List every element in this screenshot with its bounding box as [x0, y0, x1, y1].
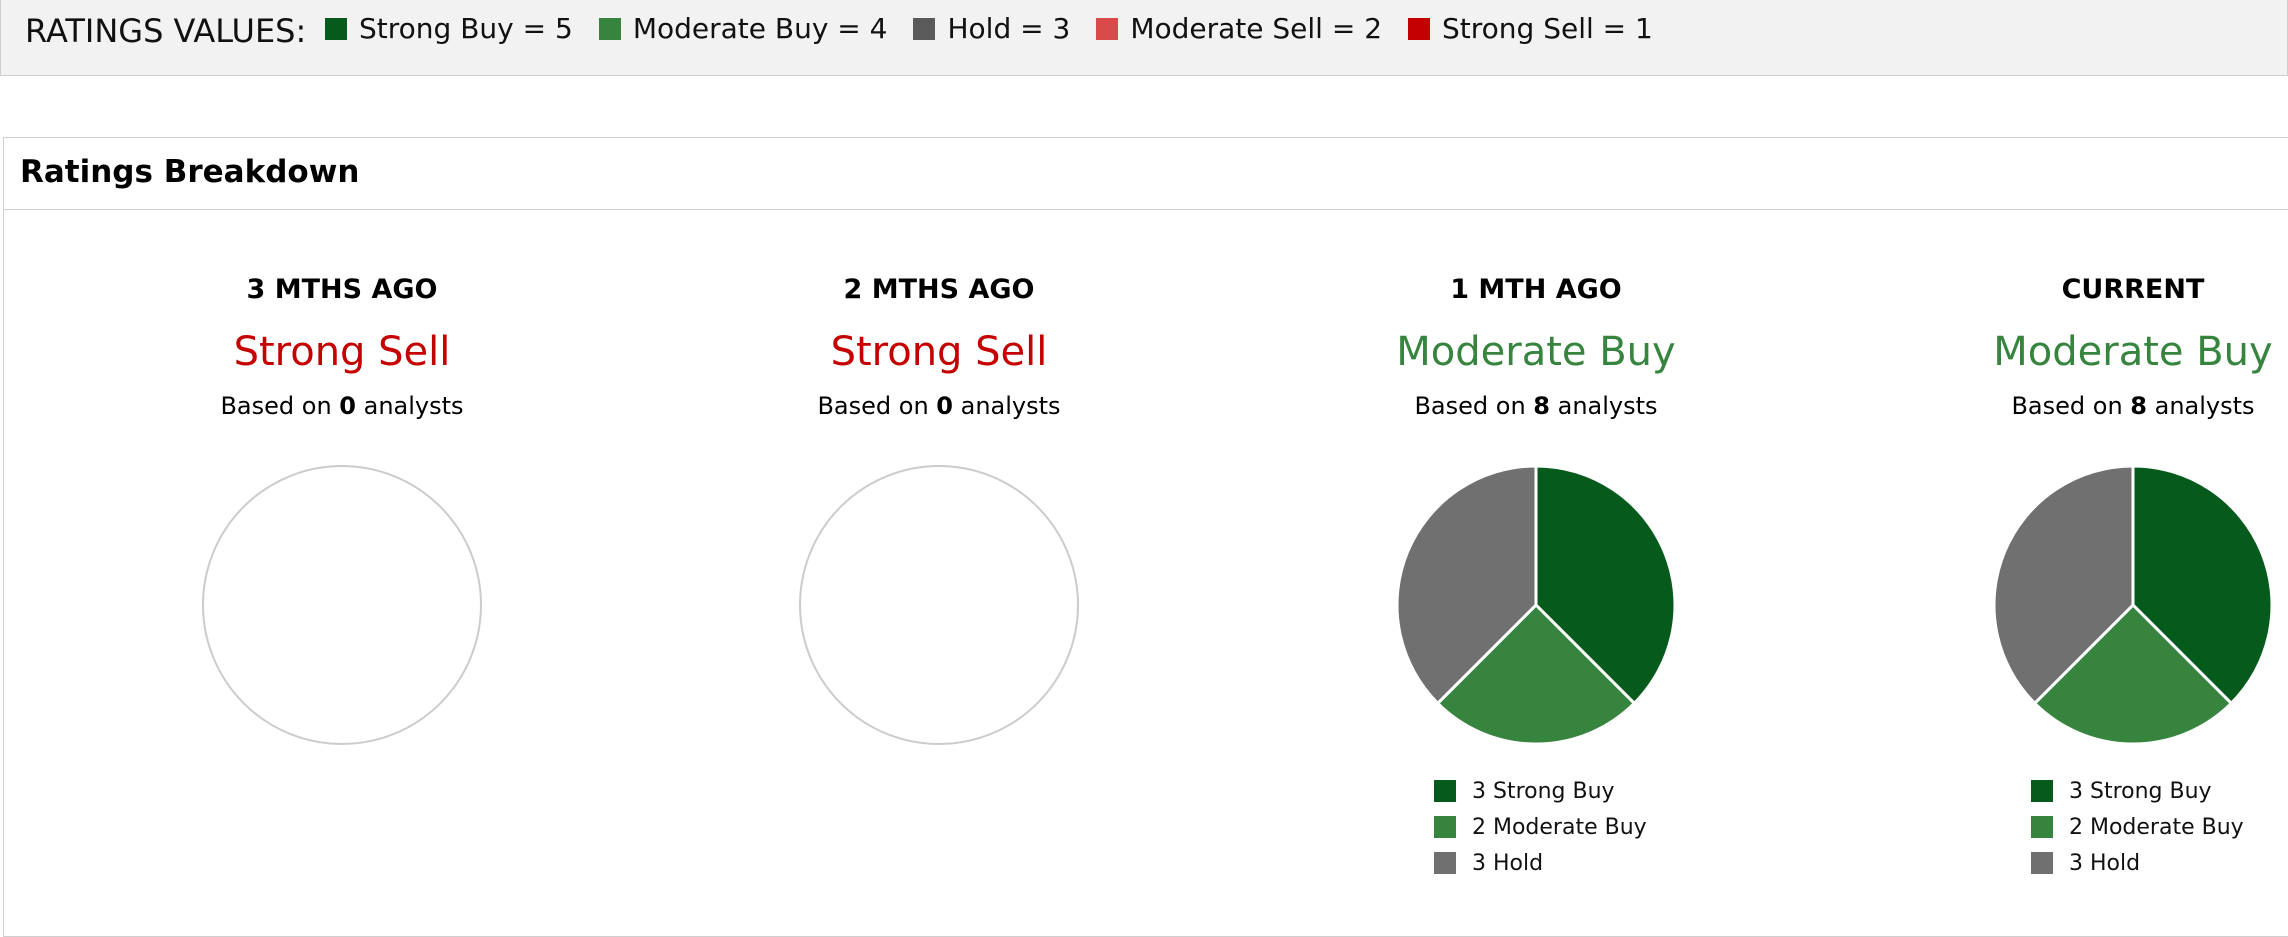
pie-legend-swatch — [2031, 816, 2053, 838]
pie-slice-hold[interactable] — [1992, 464, 2135, 705]
swatch-strong-sell — [1408, 17, 1431, 40]
pie-legend-label: 3 Hold — [1472, 850, 1544, 876]
pie-legend-label: 2 Moderate Buy — [2069, 814, 2244, 840]
legend-label: Hold = 3 — [947, 12, 1071, 45]
period-title: CURRENT — [2061, 274, 2205, 305]
legend-label: Moderate Buy = 4 — [632, 12, 888, 45]
pie-legend: 3 Strong Buy 2 Moderate Buy 3 Hold — [2031, 773, 2244, 881]
legend-items: Strong Buy = 5 Moderate Buy = 4 Hold = 3… — [325, 12, 1653, 45]
ratings-pie-chart — [799, 465, 1079, 745]
panel-title: Ratings Breakdown — [20, 154, 360, 190]
pie-legend-swatch — [2031, 852, 2053, 874]
legend-item-moderate-sell: Moderate Sell = 2 — [1096, 12, 1382, 45]
legend-item-moderate-buy: Moderate Buy = 4 — [598, 12, 888, 45]
ratings-pie-chart — [1395, 464, 1677, 746]
analyst-count: Based on 0 analysts — [817, 392, 1061, 420]
consensus-rating: Strong Sell — [233, 329, 451, 375]
empty-pie-outline — [799, 465, 1079, 745]
pie-legend-label: 3 Hold — [2069, 850, 2141, 876]
swatch-moderate-sell — [1096, 17, 1119, 40]
panel-header: Ratings Breakdown — [4, 138, 2288, 210]
period-column-2-months-ago: 2 MTHS AGO Strong Sell Based on 0 analys… — [639, 270, 1239, 424]
pie-slice-strong-buy[interactable] — [1534, 464, 1677, 705]
pie-legend-label: 3 Strong Buy — [1472, 778, 1615, 804]
pie-slice-moderate-buy[interactable] — [2033, 603, 2233, 746]
legend-label: Strong Buy = 5 — [359, 12, 573, 45]
analyst-count: Based on 0 analysts — [220, 392, 464, 420]
legend-label: Strong Sell = 1 — [1442, 12, 1653, 45]
pie-legend-item-hold: 3 Hold — [2031, 845, 2244, 881]
ratings-values-legend: RATINGS VALUES: Strong Buy = 5 Moderate … — [0, 0, 2288, 76]
period-column-3-months-ago: 3 MTHS AGO Strong Sell Based on 0 analys… — [42, 270, 642, 424]
pie-legend: 3 Strong Buy 2 Moderate Buy 3 Hold — [1434, 773, 1647, 881]
pie-slice-hold[interactable] — [1395, 464, 1538, 705]
pie-legend-item-strong-buy: 3 Strong Buy — [2031, 773, 2244, 809]
legend-label: Moderate Sell = 2 — [1130, 12, 1383, 45]
period-column-1-month-ago: 1 MTH AGO Moderate Buy Based on 8 analys… — [1236, 270, 1836, 424]
swatch-hold — [913, 17, 936, 40]
period-title: 2 MTHS AGO — [843, 274, 1035, 305]
pie-legend-label: 3 Strong Buy — [2069, 778, 2212, 804]
pie-legend-item-strong-buy: 3 Strong Buy — [1434, 773, 1647, 809]
consensus-rating: Moderate Buy — [1993, 329, 2273, 375]
pie-legend-item-hold: 3 Hold — [1434, 845, 1647, 881]
ratings-pie-chart — [202, 465, 482, 745]
swatch-moderate-buy — [598, 17, 621, 40]
pie-legend-item-moderate-buy: 2 Moderate Buy — [1434, 809, 1647, 845]
pie-legend-swatch — [1434, 852, 1456, 874]
ratings-pie-chart — [1992, 464, 2274, 746]
analyst-count: Based on 8 analysts — [2011, 392, 2255, 420]
legend-item-strong-sell: Strong Sell = 1 — [1408, 12, 1653, 45]
pie-legend-label: 2 Moderate Buy — [1472, 814, 1647, 840]
legend-item-strong-buy: Strong Buy = 5 — [325, 12, 573, 45]
empty-pie-outline — [202, 465, 482, 745]
analyst-count: Based on 8 analysts — [1414, 392, 1658, 420]
pie-legend-swatch — [1434, 780, 1456, 802]
period-title: 1 MTH AGO — [1450, 274, 1622, 305]
pie-slice-moderate-buy[interactable] — [1436, 603, 1636, 746]
swatch-strong-buy — [325, 17, 347, 40]
period-title: 3 MTHS AGO — [246, 274, 438, 305]
legend-item-hold: Hold = 3 — [913, 12, 1070, 45]
consensus-rating: Moderate Buy — [1396, 329, 1676, 375]
period-column-current: CURRENT Moderate Buy Based on 8 analysts — [1833, 270, 2288, 424]
pie-legend-swatch — [1434, 816, 1456, 838]
consensus-rating: Strong Sell — [830, 329, 1048, 375]
pie-legend-item-moderate-buy: 2 Moderate Buy — [2031, 809, 2244, 845]
legend-title: RATINGS VALUES: — [25, 12, 307, 50]
pie-slice-strong-buy[interactable] — [2131, 464, 2274, 705]
pie-legend-swatch — [2031, 780, 2053, 802]
